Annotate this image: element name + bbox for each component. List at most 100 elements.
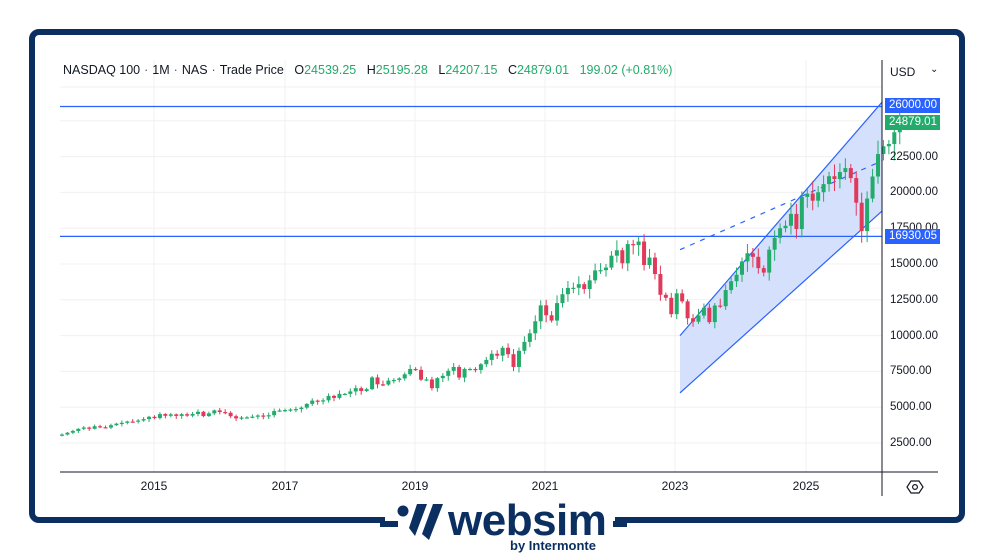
candle-body [239,417,244,419]
candle-body [478,364,483,370]
candle-body [734,274,739,282]
candle-body [87,427,92,429]
candle-body [114,423,119,426]
time-axis-label: 2025 [792,479,820,493]
candle-body [342,393,347,396]
candle-body [408,368,413,375]
candle-body [391,379,396,382]
candle-body [457,366,462,378]
symbol-name[interactable]: NASDAQ 100 [63,63,141,77]
candle-body [604,267,608,271]
chevron-down-icon: ⌄ [930,64,939,75]
regression-channel [680,102,882,393]
candle-body [348,391,353,394]
channel-upper [679,101,883,336]
candle-body [614,250,619,256]
candle-body [310,400,315,404]
candle-body [337,393,342,398]
candle-body [141,419,146,421]
price-axis-label: 10000.00 [890,329,938,342]
candle-body [364,389,369,392]
candle-body [810,193,815,201]
candle-body [468,368,472,371]
candle-body [723,290,728,307]
chart-legend: NASDAQ 100 · 1M · NAS · Trade Price O24539.25 … [63,63,673,77]
candle-body [816,192,821,201]
logo-wordmark: websim [448,496,607,545]
candle-body [136,420,141,422]
price-type: Trade Price [219,63,284,77]
candle-body [805,193,810,197]
candle-body [272,411,277,416]
candle-body [261,415,266,417]
candle-body [522,341,527,351]
gear-hex-icon[interactable] [906,478,924,496]
candle-body [593,270,598,281]
candle-body [832,176,837,180]
channel-lower [679,210,883,394]
candle-body [424,379,429,381]
candle-body [663,294,668,298]
candle-body [761,268,766,273]
candle-body [174,414,179,416]
interval[interactable]: 1M [152,63,170,77]
candle-body [293,409,298,411]
candle-body [196,411,200,414]
candle-body [892,132,897,144]
candle-body [576,284,581,288]
currency-select[interactable]: USD ⌄ [884,60,940,86]
candle-body [729,281,734,291]
time-axis-label: 2019 [401,479,429,493]
candle-body [767,249,772,273]
candle-body [413,368,418,371]
logo-divider-right [613,521,627,527]
price-tag-16930: 16930.05 [885,229,940,244]
candle-body [625,244,630,264]
candle-body [283,410,288,412]
candle-body [582,284,587,290]
candle-body [870,176,875,199]
candle-body [859,202,864,232]
candle-body [516,350,521,367]
candle-body [152,416,157,419]
candle-body [560,294,565,304]
candle-body [190,413,195,416]
candle-body [157,414,162,419]
candle-body [788,213,793,226]
last-price-tag: 24879.01 [885,115,940,130]
candle-body [484,359,489,365]
candle-body [435,378,440,389]
candle-body [620,250,625,264]
candle-body [125,421,130,423]
candle-body [854,178,859,203]
candle-body [506,347,511,355]
close-label: C [507,63,517,77]
candle-body [533,321,538,334]
candle-body [691,318,696,322]
candle-body [658,274,663,295]
price-axis-label: 5000.00 [890,401,932,414]
change-value: 199.02 (+0.81%) [579,63,673,77]
candle-body [446,370,451,376]
candle-body [772,237,777,250]
candle-body [359,388,364,392]
time-axis-label: 2021 [531,479,559,493]
candle-body [696,315,701,322]
candle-body [565,287,570,295]
open-value: 24539.25 [304,63,357,77]
candle-body [544,305,549,316]
candle-body [223,412,228,414]
candle-body [370,377,375,390]
logo-subtitle: by Intermonte [510,538,596,553]
candle-body [217,410,222,413]
candle-body [876,154,880,177]
candle-body [315,400,320,402]
candle-body [255,415,260,417]
websim-mark-icon [397,504,443,540]
candle-body [886,143,891,147]
candle-body [119,422,124,425]
candle-body [108,425,113,428]
candle-body [718,305,723,307]
time-axis-label: 2023 [661,479,689,493]
